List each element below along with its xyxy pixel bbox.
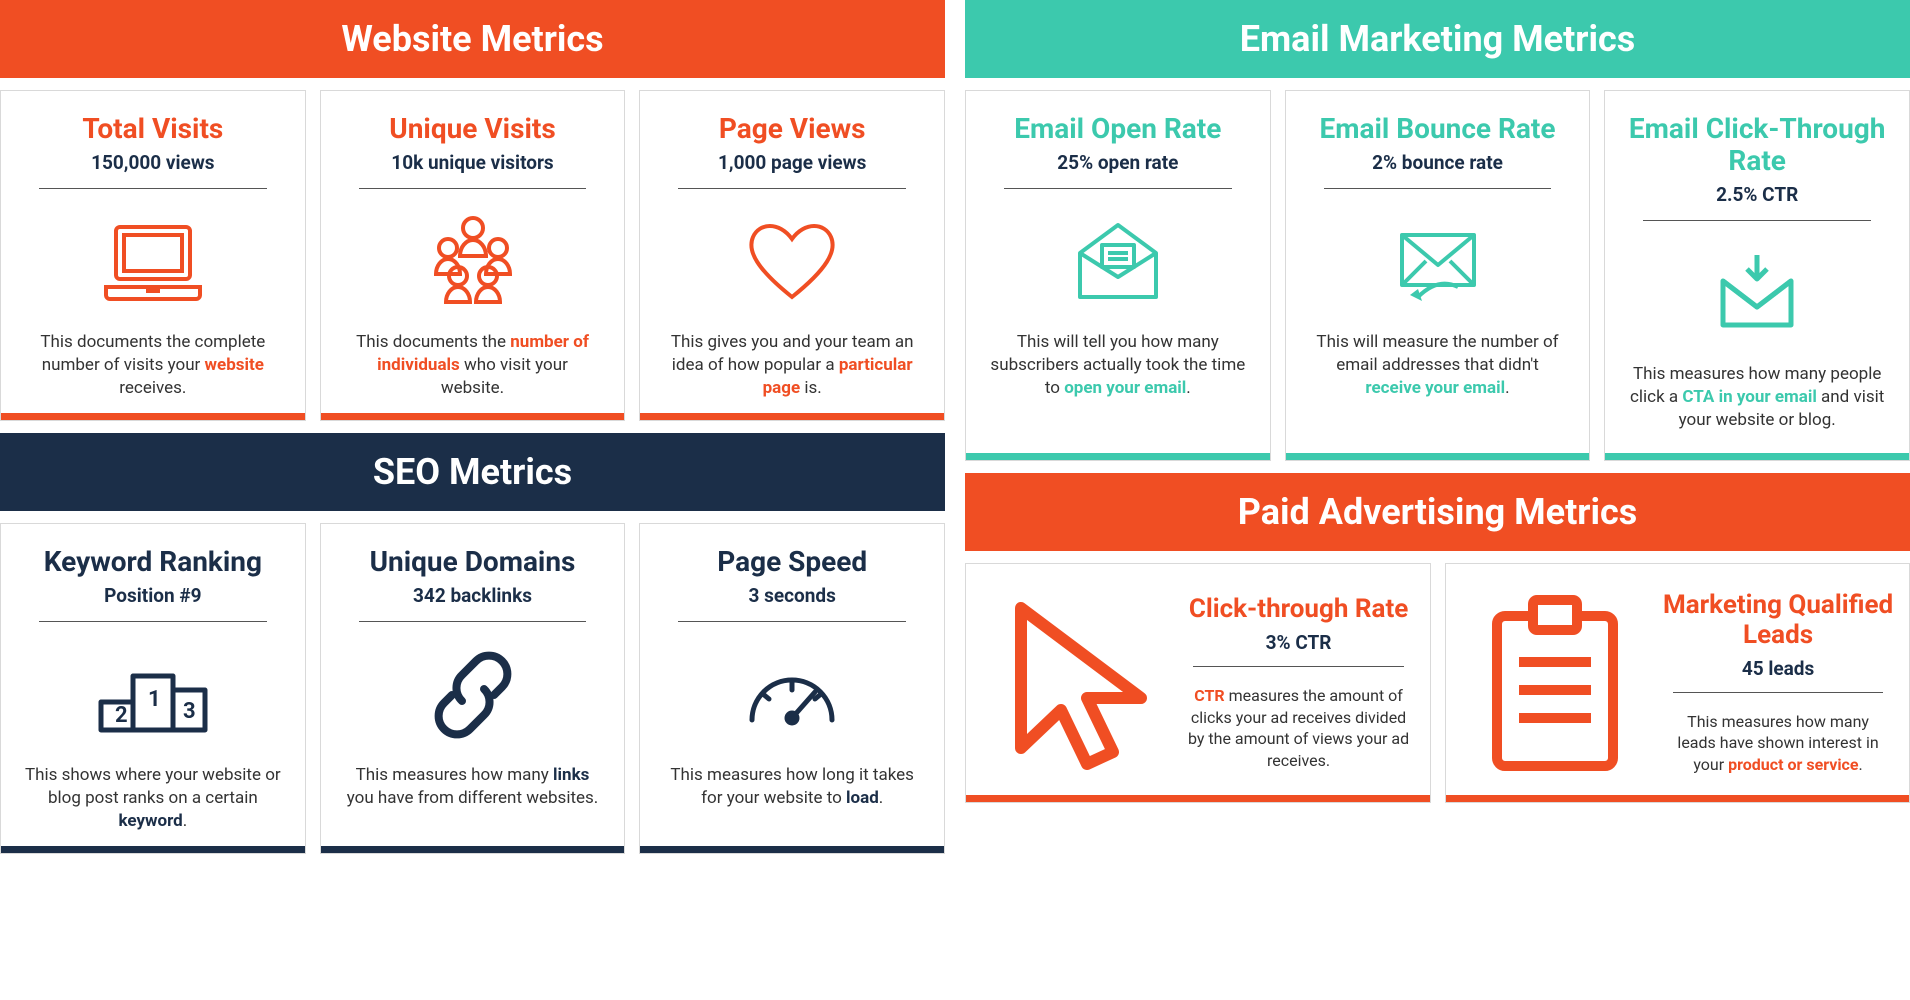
divider [39, 188, 267, 189]
card-title: Page Speed [717, 546, 867, 578]
divider [359, 188, 587, 189]
card-desc: CTR measures the amount of clicks your a… [1182, 685, 1416, 771]
divider [1673, 692, 1884, 693]
seo-row: Keyword Ranking Position #9 2 1 3 This s… [0, 523, 945, 854]
card-title: Page Views [719, 113, 866, 145]
card-title: Unique Domains [370, 546, 576, 578]
card-value: Position #9 [104, 584, 201, 607]
accent-bar [640, 413, 944, 420]
card-mql: Marketing Qualified Leads 45 leads This … [1445, 563, 1910, 803]
accent-bar [321, 413, 625, 420]
accent-bar [640, 846, 944, 853]
card-email-ctr: Email Click-Through Rate 2.5% CTR This m… [1604, 90, 1910, 461]
card-desc: This measures how many leads have shown … [1661, 711, 1895, 776]
card-unique-visits: Unique Visits 10k unique visitors This d… [320, 90, 626, 421]
card-title: Unique Visits [389, 113, 555, 145]
card-value: 1,000 page views [718, 151, 866, 174]
card-desc: This documents the complete number of vi… [19, 331, 287, 400]
left-column: Website Metrics Total Visits 150,000 vie… [0, 0, 945, 1000]
card-total-visits: Total Visits 150,000 views This document… [0, 90, 306, 421]
card-desc: This shows where your website or blog po… [19, 764, 287, 833]
envelope-open-icon [1068, 207, 1168, 317]
svg-text:1: 1 [148, 687, 161, 712]
card-desc: This measures how many people click a CT… [1623, 363, 1891, 432]
card-title: Email Click-Through Rate [1623, 113, 1891, 177]
paid-header: Paid Advertising Metrics [965, 473, 1910, 551]
accent-bar [1605, 453, 1909, 460]
card-value: 3 seconds [748, 584, 835, 607]
card-value: 25% open rate [1057, 151, 1178, 174]
card-title: Email Open Rate [1014, 113, 1221, 145]
card-title: Keyword Ranking [44, 546, 262, 578]
accent-bar [966, 795, 1430, 802]
svg-text:3: 3 [183, 699, 196, 724]
svg-text:2: 2 [115, 703, 128, 728]
card-desc: This will measure the number of email ad… [1304, 331, 1572, 400]
website-header: Website Metrics [0, 0, 945, 78]
envelope-click-icon [1707, 239, 1807, 349]
card-title: Email Bounce Rate [1320, 113, 1556, 145]
card-title: Marketing Qualified Leads [1661, 591, 1895, 651]
card-ctr: Click-through Rate 3% CTR CTR measures t… [965, 563, 1431, 803]
divider [678, 621, 906, 622]
divider [1004, 188, 1232, 189]
podium-icon: 2 1 3 [93, 640, 213, 750]
divider [359, 621, 587, 622]
accent-bar [1446, 795, 1910, 802]
card-value: 3% CTR [1266, 631, 1332, 654]
accent-bar [1, 413, 305, 420]
divider [678, 188, 906, 189]
clipboard-icon [1460, 588, 1652, 778]
gauge-icon [737, 640, 847, 750]
people-icon [418, 207, 528, 317]
divider [39, 621, 267, 622]
card-unique-domains: Unique Domains 342 backlinks This measur… [320, 523, 626, 854]
card-page-views: Page Views 1,000 page views This gives y… [639, 90, 945, 421]
card-email-bounce-rate: Email Bounce Rate 2% bounce rate This wi… [1285, 90, 1591, 461]
divider [1324, 188, 1552, 189]
card-value: 10k unique visitors [391, 151, 553, 174]
card-email-open-rate: Email Open Rate 25% open rate This will … [965, 90, 1271, 461]
divider [1643, 220, 1871, 221]
card-value: 2% bounce rate [1372, 151, 1503, 174]
card-value: 150,000 views [91, 151, 214, 174]
paid-row: Click-through Rate 3% CTR CTR measures t… [965, 563, 1910, 803]
accent-bar [966, 453, 1270, 460]
accent-bar [321, 846, 625, 853]
divider [1193, 666, 1404, 667]
envelope-bounce-icon [1388, 207, 1488, 317]
heart-icon [737, 207, 847, 317]
email-header: Email Marketing Metrics [965, 0, 1910, 78]
card-value: 342 backlinks [413, 584, 532, 607]
card-page-speed: Page Speed 3 seconds This measures how l… [639, 523, 945, 854]
card-desc: This will tell you how many subscribers … [984, 331, 1252, 400]
cursor-icon [980, 588, 1172, 778]
card-desc: This gives you and your team an idea of … [658, 331, 926, 400]
card-title: Click-through Rate [1189, 595, 1408, 625]
accent-bar [1286, 453, 1590, 460]
right-column: Email Marketing Metrics Email Open Rate … [965, 0, 1910, 1000]
accent-bar [1, 846, 305, 853]
card-keyword-ranking: Keyword Ranking Position #9 2 1 3 This s… [0, 523, 306, 854]
seo-header: SEO Metrics [0, 433, 945, 511]
website-row: Total Visits 150,000 views This document… [0, 90, 945, 421]
card-desc: This measures how long it takes for your… [658, 764, 926, 810]
card-title: Total Visits [82, 113, 223, 145]
link-icon [418, 640, 528, 750]
card-value: 45 leads [1742, 657, 1814, 680]
laptop-icon [98, 207, 208, 317]
email-row: Email Open Rate 25% open rate This will … [965, 90, 1910, 461]
card-desc: This measures how many links you have fr… [339, 764, 607, 810]
card-desc: This documents the number of individuals… [339, 331, 607, 400]
card-value: 2.5% CTR [1716, 183, 1798, 206]
